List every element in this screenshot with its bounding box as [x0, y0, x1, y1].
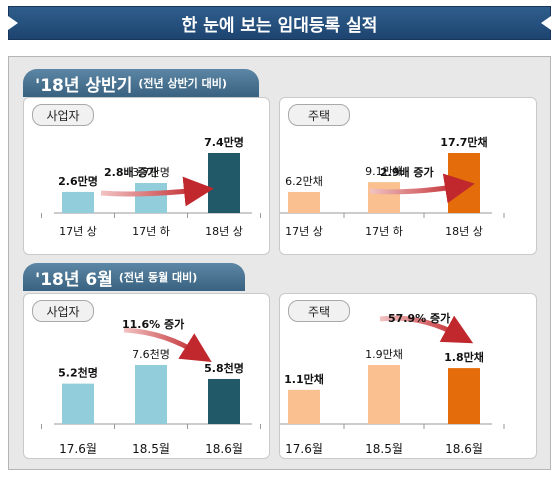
bar	[288, 389, 320, 424]
section-title-half-year: '18년 상반기 (전년 상반기 대비)	[23, 69, 259, 97]
section-subtitle: (전년 동월 대비)	[118, 271, 198, 284]
bar-data-label: 5.2천명	[58, 366, 98, 380]
category-label: 18.5월	[365, 442, 403, 456]
bar	[62, 191, 94, 213]
growth-annotation: 57.9% 증가	[388, 311, 450, 325]
bar-data-label: 7.4만명	[204, 135, 244, 149]
category-label: 18.6월	[205, 442, 243, 456]
category-label: 17.6월	[285, 442, 323, 456]
bar	[448, 368, 480, 424]
bar	[62, 383, 94, 424]
growth-annotation: 11.6% 증가	[122, 317, 184, 331]
bar	[208, 153, 240, 213]
bar-data-label: 6.2만채	[285, 175, 323, 188]
bar	[288, 191, 320, 213]
growth-arrow	[100, 176, 214, 207]
chart-tag: 주택	[288, 104, 350, 126]
bar	[135, 183, 167, 213]
bar-data-label: 1.1만채	[284, 372, 324, 386]
category-label: 17년 하	[365, 224, 403, 238]
bar-data-label: 9.1만채	[365, 165, 403, 178]
bar	[368, 365, 400, 424]
section-title-month: '18년 6월 (전년 동월 대비)	[23, 263, 245, 291]
bar-data-label: 7.6천명	[132, 347, 170, 361]
bar-data-label: 3.7만명	[132, 166, 170, 179]
bar	[368, 182, 400, 213]
page-banner: 한 눈에 보는 임대등록 실적	[8, 6, 551, 40]
category-label: 17.6월	[59, 442, 97, 456]
chart-tag: 사업자	[32, 104, 94, 126]
chart-tag: 주택	[288, 300, 350, 322]
chart-panel-houses-half: 주택 6.2만채 17년 상 9.1만채 17년 하 17.7만채 18년 상 2.9배 증…	[279, 97, 537, 255]
category-label: 17년 하	[132, 224, 170, 238]
growth-annotation: 2.8배 증가	[104, 165, 158, 179]
bar-data-label: 2.6만명	[58, 174, 98, 188]
banner-title: 한 눈에 보는 임대등록 실적	[181, 15, 378, 36]
chart-panel-houses-month: 주택 1.1만채 17.6월 1.9만채 18.5월 1.8만채 18.6월 57.9% 증…	[279, 293, 537, 459]
bar	[448, 153, 480, 213]
bar-data-label: 1.8만채	[444, 350, 484, 364]
growth-arrow	[123, 327, 212, 362]
bar-data-label: 5.8천명	[204, 361, 244, 375]
content-frame: '18년 상반기 (전년 상반기 대비) 사업자 2.6만명 17년 상 3.7만명…	[8, 56, 551, 470]
bar-chart-houses-month: 1.1만채 17.6월 1.9만채 18.5월 1.8만채 18.6월 57.9% 증가	[280, 311, 505, 456]
bar-data-label: 17.7만채	[440, 135, 487, 149]
chart-panel-operators-half: 사업자 2.6만명 17년 상 3.7만명 17년 하 7.4만명 18년 상 2.8배 증…	[23, 97, 270, 255]
growth-arrow	[369, 173, 475, 204]
category-label: 18.6월	[445, 442, 483, 456]
bar-chart-houses-half: 6.2만채 17년 상 9.1만채 17년 하 17.7만채 18년 상 2.9배 증가	[280, 135, 505, 238]
section-title-text: '18년 6월	[35, 269, 113, 290]
bar-data-label: 1.9만채	[365, 348, 403, 361]
category-label: 17년 상	[59, 225, 97, 238]
category-label: 17년 상	[285, 225, 323, 238]
category-label: 18년 상	[445, 225, 483, 238]
section-subtitle: (전년 상반기 대비)	[138, 77, 227, 90]
chart-tag: 사업자	[32, 300, 94, 322]
category-label: 18.5월	[132, 442, 170, 456]
chart-panel-operators-month: 사업자 5.2천명 17.6월 7.6천명 18.5월 5.8천명 18.6월 11.6% …	[23, 293, 270, 459]
bar	[208, 378, 240, 424]
bar	[135, 365, 167, 424]
bar-chart-operators-month: 5.2천명 17.6월 7.6천명 18.5월 5.8천명 18.6월 11.6% 증가	[41, 317, 261, 456]
growth-arrow	[379, 315, 474, 344]
section-title-text: '18년 상반기	[35, 75, 133, 96]
category-label: 18년 상	[205, 225, 243, 238]
bar-chart-operators-half: 2.6만명 17년 상 3.7만명 17년 하 7.4만명 18년 상 2.8배 증가	[41, 135, 261, 238]
growth-annotation: 2.9배 증가	[380, 165, 434, 179]
